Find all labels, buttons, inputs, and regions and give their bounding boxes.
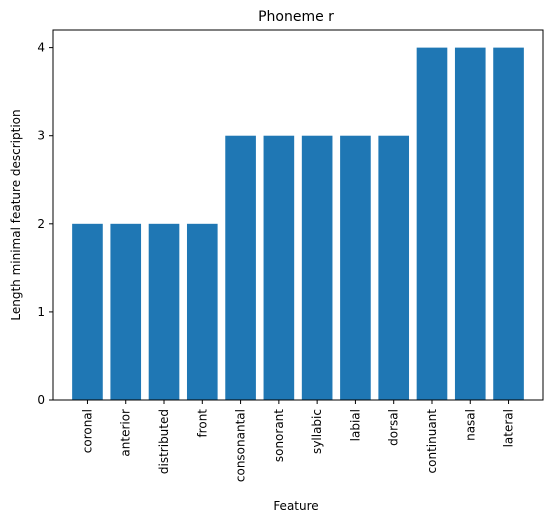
bar-anterior (110, 223, 142, 400)
y-tick-label: 2 (37, 217, 45, 231)
bar-distributed (148, 223, 180, 400)
y-axis-label: Length minimal feature description (9, 109, 23, 320)
bar-dorsal (378, 135, 410, 400)
x-tick-label-dorsal: dorsal (387, 409, 401, 446)
x-tick-label-distributed: distributed (157, 409, 171, 474)
bar-sonorant (263, 135, 295, 400)
x-tick-label-continuant: continuant (425, 409, 439, 474)
x-tick-label-lateral: lateral (502, 409, 516, 447)
plot-frame (52, 29, 544, 401)
y-tick-label: 0 (37, 393, 45, 407)
x-tick-label-sonorant: sonorant (272, 409, 286, 462)
bar-nasal (454, 47, 486, 401)
y-tick-label: 3 (37, 129, 45, 143)
bar-consonantal (225, 135, 256, 400)
bar-lateral (493, 47, 524, 401)
bars-group (72, 47, 524, 401)
x-tick-label-anterior: anterior (119, 409, 133, 457)
x-tick-label-front: front (195, 409, 209, 438)
y-tick-label: 1 (37, 305, 45, 319)
chart-title: Phoneme r (258, 9, 334, 25)
bar-coronal (72, 223, 103, 400)
x-tick-label-consonantal: consonantal (234, 409, 248, 482)
bar-labial (340, 135, 371, 400)
y-axis-ticks: 0 1 2 3 4 (37, 41, 53, 407)
x-axis-label: Feature (273, 499, 318, 513)
bar-front (186, 223, 218, 400)
x-tick-label-coronal: coronal (80, 409, 94, 453)
x-tick-label-syllabic: syllabic (310, 409, 324, 454)
bar-continuant (416, 47, 448, 401)
x-axis-ticks: coronal anterior distributed front consonant… (80, 400, 516, 482)
bar-syllabic (301, 135, 333, 400)
x-tick-label-labial: labial (348, 409, 362, 441)
y-tick-label: 4 (37, 41, 45, 55)
x-tick-label-nasal: nasal (463, 409, 477, 441)
